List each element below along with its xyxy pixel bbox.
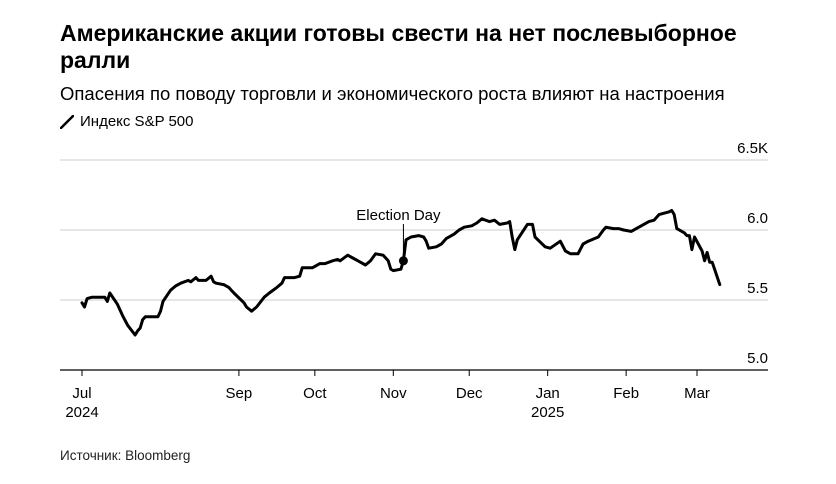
x-tick-label: Mar <box>684 385 710 402</box>
x-tick-year-label: 2025 <box>531 404 564 421</box>
x-tick-label: Nov <box>380 385 407 402</box>
y-tick-label: 6.5K <box>737 140 768 157</box>
y-tick-label: 5.5 <box>747 280 768 297</box>
source-note: Источник: Bloomberg <box>60 448 191 463</box>
y-tick-label: 6.0 <box>747 210 768 227</box>
legend-label: Индекс S&P 500 <box>80 113 194 130</box>
legend: Индекс S&P 500 <box>60 113 194 130</box>
annotation-marker <box>398 256 408 266</box>
x-tick-label: Jul <box>72 385 91 402</box>
legend-line-icon <box>60 114 74 129</box>
x-tick-label: Dec <box>456 385 483 402</box>
x-tick-label: Jan <box>536 385 560 402</box>
x-tick-label: Oct <box>303 385 327 402</box>
x-tick-year-label: 2024 <box>65 404 98 421</box>
chart-subtitle: Опасения по поводу торговли и экономичес… <box>60 83 725 104</box>
chart-title: Американские акции готовы свести на нет … <box>60 20 737 73</box>
series-line <box>80 208 722 337</box>
y-tick-label: 5.0 <box>747 350 768 367</box>
x-tick-label: Sep <box>226 385 253 402</box>
annotation-label: Election Day <box>356 207 441 224</box>
x-tick-label: Feb <box>613 385 639 402</box>
